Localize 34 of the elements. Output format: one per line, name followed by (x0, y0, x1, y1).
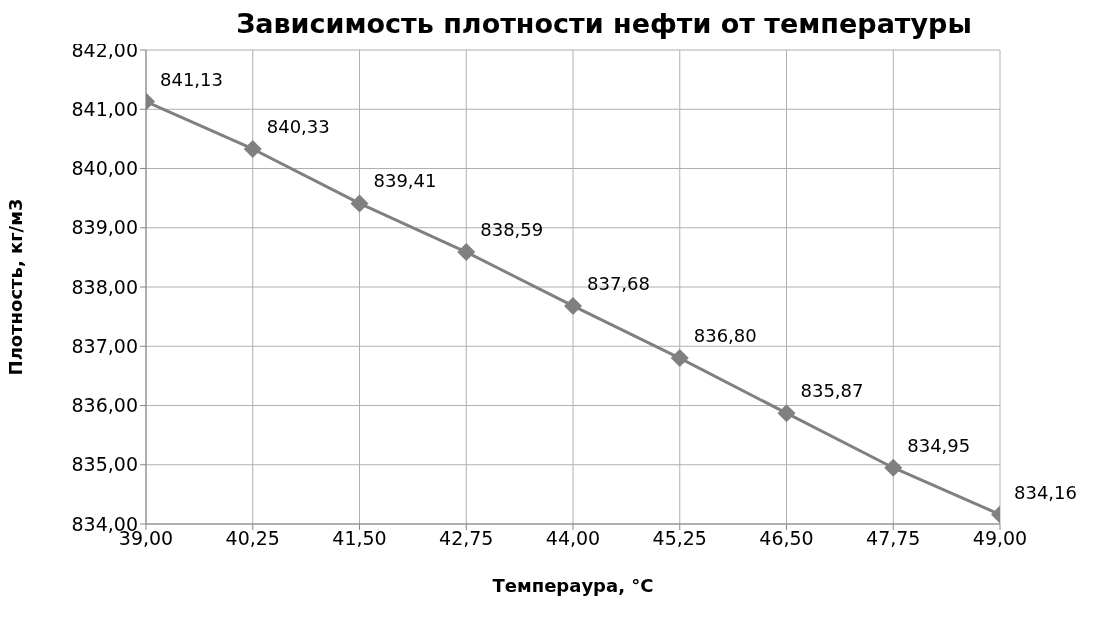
y-tick-label: 836,00 (71, 394, 138, 417)
data-label: 838,59 (480, 219, 544, 241)
y-tick-label: 840,00 (71, 157, 138, 180)
data-label: 839,41 (373, 170, 437, 192)
data-label: 834,16 (1014, 481, 1077, 503)
y-tick-label: 835,00 (71, 453, 138, 476)
x-tick-label: 49,00 (972, 527, 1028, 550)
x-tick-label: 42,75 (439, 527, 494, 550)
x-axis-title: Темпераура, °C (492, 575, 654, 596)
point (670, 349, 689, 368)
data-label: 841,13 (160, 68, 223, 90)
data-label: 840,33 (266, 115, 330, 137)
x-tick-label: 46,50 (759, 527, 814, 550)
y-tick-label: 838,00 (71, 275, 138, 298)
x-tick-label: 40,25 (225, 527, 280, 550)
data-label: 835,87 (800, 380, 864, 402)
x-tick-label: 41,50 (332, 527, 387, 550)
point (777, 404, 796, 423)
y-tick-label: 841,00 (71, 98, 138, 120)
x-tick-label: 44,00 (545, 527, 601, 550)
y-axis-title: Плотность, кг/м3 (5, 198, 27, 376)
point (350, 194, 369, 213)
x-tick-label: 45,25 (652, 527, 707, 550)
point (457, 243, 476, 262)
data-label: 834,95 (907, 434, 971, 456)
y-tick-label: 839,00 (71, 216, 138, 239)
chart-title: Зависимость плотности нефти от температуры (236, 8, 972, 39)
y-tick-label: 837,00 (71, 334, 138, 357)
data-label: 837,68 (587, 272, 650, 294)
point (564, 296, 582, 315)
x-tick-label: 47,75 (866, 527, 921, 550)
point (243, 139, 262, 158)
data-label: 836,80 (693, 325, 757, 347)
point (884, 458, 903, 477)
